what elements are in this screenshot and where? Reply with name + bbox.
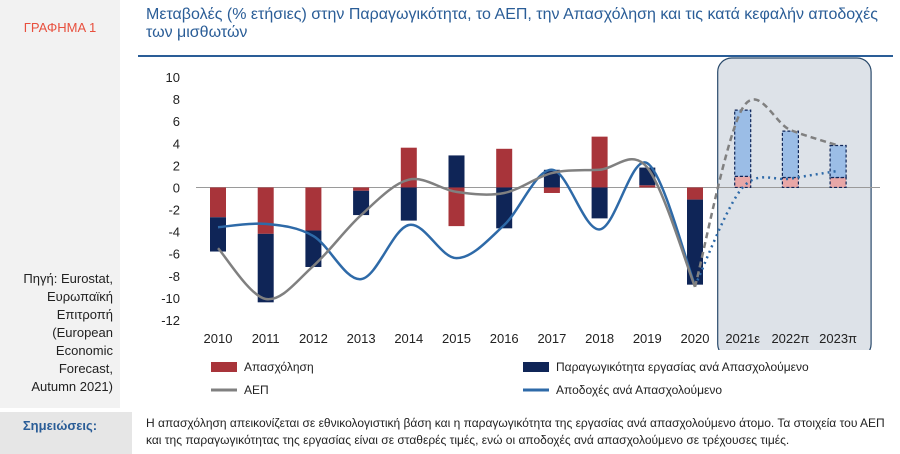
notes-text: Η απασχόληση απεικονίζεται σε εθνικολογι… <box>146 416 885 447</box>
legend-label-gdp: ΑΕΠ <box>244 383 269 397</box>
x-tick-label: 2011 <box>252 331 280 346</box>
y-tick-label: 10 <box>166 70 180 85</box>
x-tick-label: 2015 <box>442 331 471 346</box>
source-line: Επιτροπή <box>56 307 113 322</box>
compensation-forecast-line <box>693 169 839 287</box>
notes-box <box>132 412 900 454</box>
bar-productivity <box>829 144 847 179</box>
bar-productivity <box>257 233 274 303</box>
compensation-line <box>217 161 697 287</box>
source-line: (European <box>52 325 113 340</box>
legend <box>211 362 549 392</box>
y-tick-label: -10 <box>161 291 180 306</box>
x-tick-label: 2014 <box>394 331 423 346</box>
x-tick-label: 2010 <box>204 331 233 346</box>
y-tick-label: 6 <box>173 114 180 129</box>
bar-productivity <box>496 187 513 229</box>
y-tick-label: -6 <box>168 247 180 262</box>
legend-swatch-productivity <box>523 362 549 372</box>
bar-employment <box>210 187 226 218</box>
chart-title: Μεταβολές (% ετήσιες) στην Παραγωγικότητ… <box>146 6 878 41</box>
bar-productivity <box>448 155 465 188</box>
bar-employment <box>305 187 322 231</box>
gdp-forecast-line <box>693 98 839 288</box>
y-tick-label: -8 <box>168 269 180 284</box>
bar-employment <box>400 147 417 188</box>
source-line: Economic <box>55 343 113 358</box>
source-line: Autumn 2021) <box>31 379 113 394</box>
notes-label: Σημειώσεις: <box>22 418 98 433</box>
y-tick-label: -4 <box>168 225 180 240</box>
bar-productivity <box>781 130 800 179</box>
y-tick-label: 0 <box>173 180 180 195</box>
x-tick-label: 2019 <box>633 331 662 346</box>
bar-productivity <box>400 187 417 221</box>
x-tick-label: 2017 <box>537 331 566 346</box>
chart-plot: 10 8 6 4 2 0 -2 -4 -6 -8 -10 -12 2010 2011 2012 2013 201… <box>161 57 880 350</box>
bar-productivity <box>687 199 703 285</box>
x-tick-label: 2022π <box>771 331 809 346</box>
x-tick-label: 2012 <box>299 331 328 346</box>
bar-employment <box>591 136 608 188</box>
legend-label-productivity: Παραγωγικότητα εργασίας ανά Απασχολούμεν… <box>556 360 809 374</box>
title-divider <box>138 55 893 57</box>
bar-employment <box>639 185 656 188</box>
x-tick-label: 2020 <box>681 331 710 346</box>
bar-productivity <box>591 187 608 219</box>
forecast-highlight-box <box>717 57 872 350</box>
y-tick-label: -12 <box>161 313 180 328</box>
bar-productivity <box>353 190 370 216</box>
x-tick-label: 2018 <box>585 331 614 346</box>
bar-employment <box>687 187 703 200</box>
gdp-line <box>217 158 697 301</box>
legend-label-compensation: Αποδοχές ανά Απασχολούμενο <box>556 383 723 397</box>
source-line: Ευρωπαϊκή <box>46 289 113 304</box>
y-tick-label: 4 <box>173 136 180 151</box>
source-line: Πηγή: Eurostat, <box>23 271 113 286</box>
legend-label-employment: Απασχόληση <box>244 360 314 374</box>
y-tick-label: -2 <box>168 203 180 218</box>
y-tick-label: 8 <box>173 92 180 107</box>
sidebar-panel <box>0 0 120 408</box>
bar-employment <box>257 187 274 234</box>
bar-employment <box>496 148 513 188</box>
y-tick-label: 2 <box>173 158 180 173</box>
chart-number-label: ΓΡΑΦΗΜΑ 1 <box>23 20 97 35</box>
bar-employment <box>353 187 370 191</box>
x-tick-label: 2016 <box>490 331 519 346</box>
x-tick-label: 2023π <box>819 331 857 346</box>
legend-swatch-employment <box>211 362 237 372</box>
x-tick-label: 2021ε <box>725 331 760 346</box>
source-line: Forecast, <box>58 361 113 376</box>
source-note: Πηγή: Eurostat, Ευρωπαϊκή Επιτροπή (Euro… <box>0 270 113 396</box>
bar-employment <box>543 187 560 193</box>
bar-employment <box>448 187 465 227</box>
x-tick-label: 2013 <box>347 331 376 346</box>
